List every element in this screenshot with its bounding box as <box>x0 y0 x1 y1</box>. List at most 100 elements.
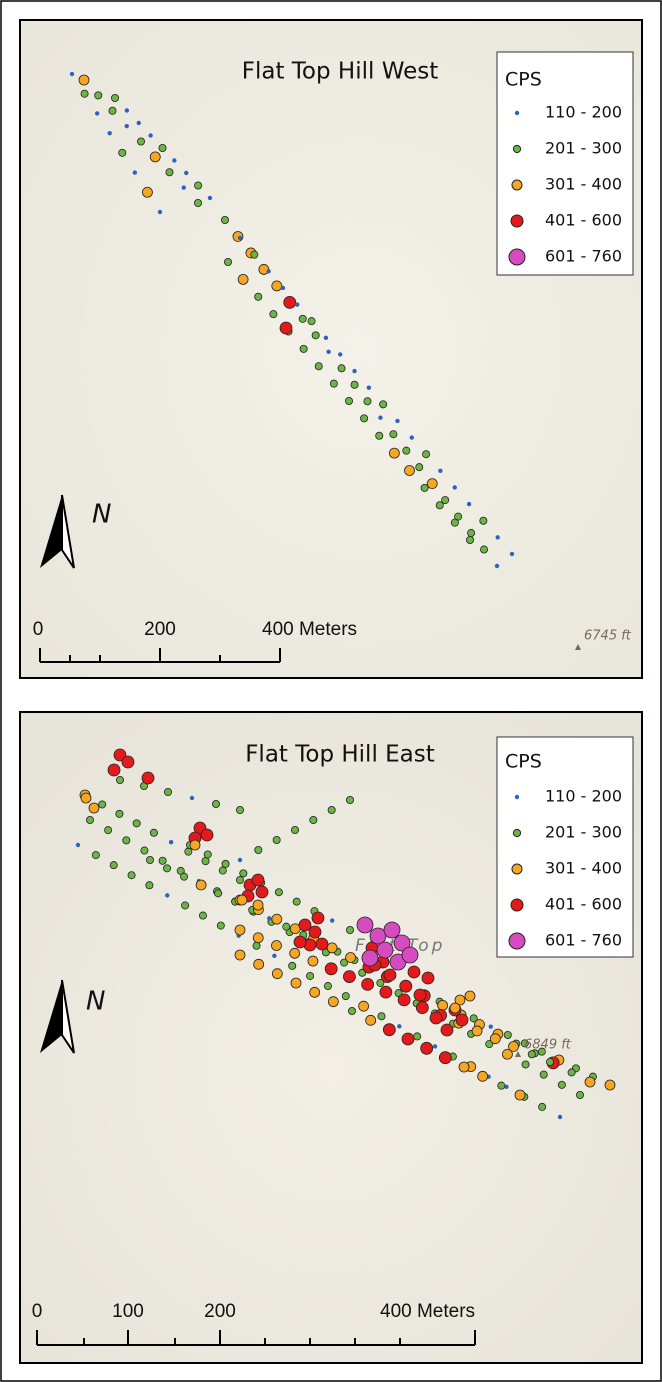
survey-point <box>346 796 353 803</box>
survey-point <box>204 851 211 858</box>
survey-point <box>119 149 126 156</box>
survey-point <box>539 1103 546 1110</box>
survey-point <box>327 943 337 953</box>
survey-point <box>290 948 300 958</box>
elevation-label: 6849 ft <box>524 1038 572 1053</box>
survey-point <box>109 107 116 114</box>
survey-point <box>202 858 209 865</box>
survey-point <box>95 92 102 99</box>
survey-point <box>271 941 281 951</box>
survey-point <box>338 365 345 372</box>
survey-point <box>295 302 299 306</box>
legend-label: 201 - 300 <box>545 823 622 842</box>
scale-label: 0 <box>32 1301 43 1322</box>
survey-point <box>389 448 399 458</box>
survey-point <box>238 274 248 284</box>
survey-point <box>390 431 397 438</box>
survey-point <box>346 952 356 962</box>
survey-point <box>451 519 458 526</box>
survey-point <box>439 1052 451 1064</box>
survey-point <box>328 997 338 1007</box>
survey-point <box>141 847 148 854</box>
survey-point <box>236 806 243 813</box>
survey-point <box>266 269 270 273</box>
survey-point <box>122 756 134 768</box>
survey-point <box>489 1024 493 1028</box>
survey-point <box>111 94 118 101</box>
survey-point <box>81 793 91 803</box>
survey-point <box>185 848 192 855</box>
survey-point <box>99 801 106 808</box>
survey-point <box>294 936 306 948</box>
legend-symbol <box>509 933 525 949</box>
survey-point <box>95 111 99 115</box>
survey-point <box>150 829 157 836</box>
survey-point <box>370 928 386 944</box>
survey-point <box>504 1031 511 1038</box>
survey-point <box>421 1042 433 1054</box>
legend-title: CPS <box>505 751 542 773</box>
survey-point <box>125 124 129 128</box>
survey-point <box>330 380 337 387</box>
legend-symbol <box>515 795 519 799</box>
survey-point <box>380 401 387 408</box>
survey-point <box>158 210 162 214</box>
survey-point <box>89 803 99 813</box>
survey-point <box>490 1034 500 1044</box>
survey-point <box>402 947 418 963</box>
survey-point <box>310 816 317 823</box>
survey-point <box>270 311 277 318</box>
survey-point <box>467 529 474 536</box>
survey-point <box>142 772 154 784</box>
survey-point <box>76 843 80 847</box>
legend-label: 401 - 600 <box>545 895 622 914</box>
legend-label: 301 - 400 <box>545 859 622 878</box>
survey-point <box>253 942 260 949</box>
survey-point <box>343 971 355 983</box>
legend-label: 601 - 760 <box>545 931 622 950</box>
survey-point <box>273 836 280 843</box>
survey-point <box>280 322 292 334</box>
survey-point <box>397 1024 401 1028</box>
survey-point <box>450 1003 460 1013</box>
survey-point <box>546 1058 553 1065</box>
survey-point <box>330 918 334 922</box>
survey-point <box>159 857 166 864</box>
survey-point <box>315 363 322 370</box>
survey-point <box>148 133 152 137</box>
survey-point <box>253 900 263 910</box>
survey-point <box>408 966 420 978</box>
survey-point <box>221 216 228 223</box>
legend-label: 110 - 200 <box>545 103 622 122</box>
survey-point <box>272 969 282 979</box>
survey-point <box>169 840 173 844</box>
survey-point <box>237 895 247 905</box>
survey-point <box>328 806 335 813</box>
survey-point <box>495 564 499 568</box>
survey-point <box>540 1071 547 1078</box>
scale-label: 100 <box>112 1301 144 1322</box>
survey-point <box>267 916 271 920</box>
survey-point <box>256 886 268 898</box>
legend-label: 201 - 300 <box>545 139 622 158</box>
survey-point <box>558 1115 562 1119</box>
survey-point <box>254 959 264 969</box>
survey-point <box>180 873 187 880</box>
survey-point <box>312 912 324 924</box>
legend-symbol <box>511 215 523 227</box>
survey-point <box>364 398 371 405</box>
scale-label: 400 Meters <box>262 619 357 640</box>
panel-title: Flat Top Hill East <box>245 742 435 768</box>
survey-point <box>238 858 242 862</box>
panel-title: Flat Top Hill West <box>242 59 439 85</box>
survey-point <box>325 963 337 975</box>
survey-point <box>299 315 306 322</box>
survey-point <box>438 1000 448 1010</box>
legend-symbol <box>515 111 519 115</box>
survey-point <box>465 991 475 1001</box>
survey-point <box>150 152 160 162</box>
survey-point <box>398 994 410 1006</box>
survey-point <box>217 922 224 929</box>
survey-point <box>81 90 88 97</box>
survey-point <box>362 950 378 966</box>
